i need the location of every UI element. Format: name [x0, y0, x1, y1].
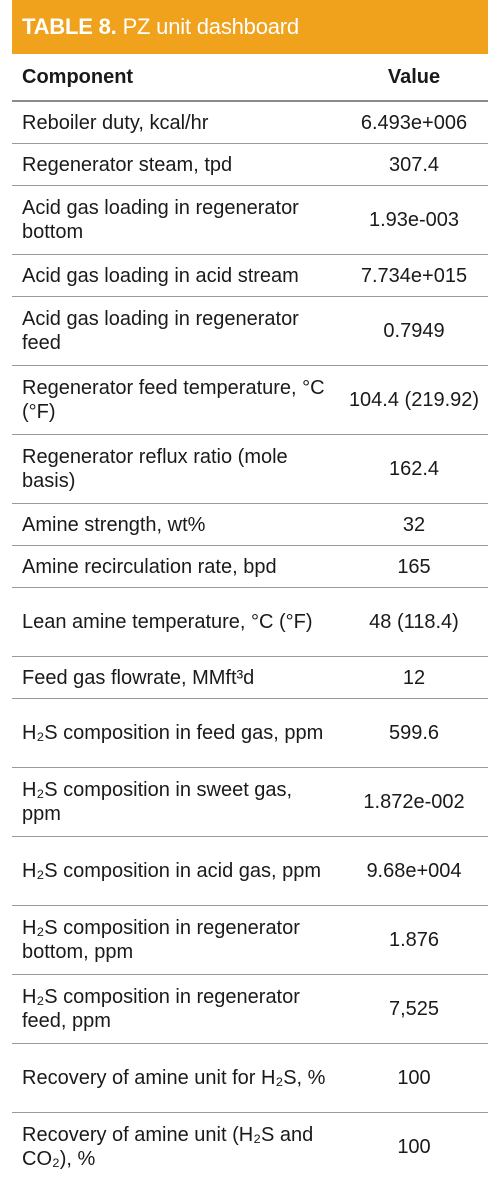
component-cell: H₂S composition in feed gas, ppm: [22, 722, 324, 744]
table-row: Acid gas loading in regenerator bottom 1…: [12, 186, 488, 255]
table-row: Regenerator steam, tpd 307.4: [12, 144, 488, 186]
value-cell: 0.7949: [383, 320, 445, 342]
table-row: Regenerator reflux ratio (mole basis) 16…: [12, 435, 488, 504]
table-row: Regenerator feed temperature, °C (°F) 10…: [12, 366, 488, 435]
table-title-bar: TABLE 8. PZ unit dashboard: [12, 0, 488, 54]
component-cell: H₂S composition in regenerator feed, ppm: [22, 986, 300, 1032]
table-row: H₂S composition in acid gas, ppm 9.68e+0…: [12, 837, 488, 906]
component-cell: Lean amine temperature, °C (°F): [22, 611, 313, 633]
table-row: H₂S composition in sweet gas, ppm 1.872e…: [12, 768, 488, 837]
table-row: Recovery of amine unit (H₂S and CO₂), % …: [12, 1113, 488, 1181]
value-cell: 7,525: [388, 998, 440, 1020]
value-cell: 1.876: [388, 929, 440, 951]
value-cell: 162.4: [388, 458, 440, 480]
component-cell: Feed gas flowrate, MMft³d: [22, 666, 255, 689]
component-cell: H₂S composition in sweet gas, ppm: [22, 779, 293, 825]
value-cell: 1.93e-003: [368, 209, 460, 231]
component-cell: Acid gas loading in regenerator bottom: [22, 197, 299, 243]
header-value: Value: [387, 65, 441, 88]
table-row: Amine strength, wt% 32: [12, 504, 488, 546]
value-cell: 12: [402, 666, 426, 689]
table-row: Feed gas flowrate, MMft³d 12: [12, 657, 488, 699]
value-cell: 307.4: [388, 153, 440, 176]
value-cell: 599.6: [388, 722, 440, 744]
value-cell: 7.734e+015: [360, 264, 468, 287]
data-table: TABLE 8. PZ unit dashboard Component Val…: [12, 0, 488, 1181]
table-row: H₂S composition in regenerator bottom, p…: [12, 906, 488, 975]
value-cell: 48 (118.4): [369, 611, 459, 633]
component-cell: Recovery of amine unit (H₂S and CO₂), %: [22, 1124, 314, 1170]
table-number: TABLE 8.: [22, 14, 117, 39]
component-cell: H₂S composition in acid gas, ppm: [22, 860, 322, 882]
component-cell: Regenerator feed temperature, °C (°F): [22, 377, 325, 423]
component-cell: Acid gas loading in acid stream: [22, 264, 299, 287]
value-cell: 100: [397, 1136, 431, 1158]
component-cell: Recovery of amine unit for H₂S, %: [22, 1067, 326, 1089]
value-cell: 104.4 (219.92): [348, 389, 480, 411]
table-header-row: Component Value: [12, 54, 488, 102]
table-row: Recovery of amine unit for H₂S, % 100: [12, 1044, 488, 1113]
value-cell: 100: [397, 1067, 431, 1089]
table-row: H₂S composition in feed gas, ppm 599.6: [12, 699, 488, 768]
table-row: Reboiler duty, kcal/hr 6.493e+006: [12, 102, 488, 144]
value-cell: 6.493e+006: [360, 111, 468, 134]
table-title: PZ unit dashboard: [122, 14, 300, 39]
table-row: Amine recirculation rate, bpd 165: [12, 546, 488, 588]
table-row: Lean amine temperature, °C (°F) 48 (118.…: [12, 588, 488, 657]
value-cell: 32: [402, 513, 426, 536]
component-cell: Amine recirculation rate, bpd: [22, 555, 277, 578]
table-row: H₂S composition in regenerator feed, ppm…: [12, 975, 488, 1044]
component-cell: Acid gas loading in regenerator feed: [22, 308, 299, 354]
component-cell: Amine strength, wt%: [22, 513, 206, 536]
table-row: Acid gas loading in regenerator feed 0.7…: [12, 297, 488, 366]
value-cell: 9.68e+004: [366, 860, 462, 882]
component-cell: H₂S composition in regenerator bottom, p…: [22, 917, 300, 963]
table-row: Acid gas loading in acid stream 7.734e+0…: [12, 255, 488, 297]
value-cell: 165: [397, 555, 431, 578]
component-cell: Regenerator reflux ratio (mole basis): [22, 446, 288, 492]
component-cell: Reboiler duty, kcal/hr: [22, 111, 209, 134]
value-cell: 1.872e-002: [363, 791, 465, 813]
header-component: Component: [22, 65, 134, 88]
component-cell: Regenerator steam, tpd: [22, 153, 233, 176]
